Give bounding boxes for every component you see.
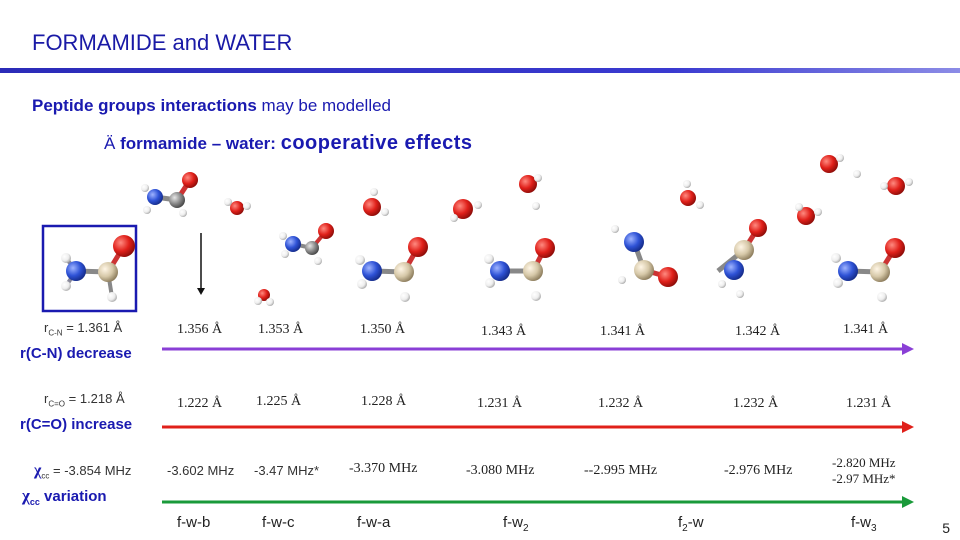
rcn-value: 1.353 Å (258, 322, 304, 337)
rco-symbol: r (44, 391, 49, 406)
chi-value: -2.976 MHz (724, 463, 793, 478)
title-rule (0, 68, 960, 73)
rco-value: 1.225 Å (256, 394, 302, 409)
complex-f2w (611, 180, 767, 298)
config-label-sub: 2 (682, 523, 688, 534)
chi-value: -3.080 MHz (466, 463, 535, 478)
rco-value: 1.231 Å (846, 396, 892, 411)
chi-value: -3.602 MHz (167, 463, 235, 478)
rco-reference-value: = 1.218 Å (68, 391, 125, 406)
rcn-value: 1.356 Å (177, 322, 223, 337)
complex-fw3 (795, 154, 913, 302)
rcn-value: 1.342 Å (735, 324, 781, 339)
rco-trend-arrowhead (902, 421, 914, 433)
config-label-rest: -w (687, 514, 704, 531)
chi-caption-subscript: cc (29, 497, 40, 507)
complex-fwc (254, 223, 334, 306)
bullet-line: Ä formamide – water: cooperative effects (104, 132, 473, 155)
chi-reference-value: = -3.854 MHz (53, 463, 132, 478)
chi-caption: χcc variation (22, 486, 107, 507)
page-number: 5 (942, 520, 950, 536)
rco-value: 1.222 Å (177, 396, 223, 411)
chi-subscript: cc (41, 471, 50, 481)
subtitle: Peptide groups interactions may be model… (32, 96, 391, 116)
config-label-main: f-w (503, 514, 523, 531)
rcn-value: 1.341 Å (843, 322, 889, 337)
rco-value: 1.228 Å (361, 394, 407, 409)
rcn-value: 1.341 Å (600, 324, 646, 339)
reference-box (41, 224, 138, 313)
chi-caption-symbol: χ (22, 486, 30, 505)
subtitle-bold: Peptide groups interactions (32, 96, 257, 115)
bullet-text: formamide – water: (120, 134, 276, 153)
config-label-sub: 3 (871, 523, 877, 534)
complex-fw2 (450, 174, 555, 301)
rco-subscript: C=O (48, 399, 66, 409)
rcn-value: 1.350 Å (360, 322, 406, 337)
config-label-sub: 2 (523, 523, 529, 534)
arrow-head (197, 288, 205, 295)
chi-value: -3.47 MHz* (254, 463, 320, 478)
rco-value: 1.231 Å (477, 396, 523, 411)
subtitle-rest: may be modelled (261, 96, 392, 115)
arrow-icon: Ä (104, 134, 116, 153)
rcn-value: 1.343 Å (481, 324, 527, 339)
complex-fwa (355, 188, 428, 302)
rco-reference: rC=O = 1.218 Å (44, 391, 125, 409)
formamide-reference (61, 235, 135, 302)
rcn-subscript: C-N (48, 328, 63, 338)
chi-value: -3.370 MHz (349, 461, 418, 476)
config-label: f2-w (678, 514, 704, 534)
config-label: f-w-c (262, 514, 295, 531)
rcn-reference-value: = 1.361 Å (66, 320, 123, 335)
config-label: f-w-b (177, 514, 211, 531)
bullet-emphasis: cooperative effects (280, 132, 473, 154)
rcn-caption: r(C-N) decrease (20, 345, 132, 362)
chi-caption-text: variation (39, 488, 107, 505)
rco-value: 1.232 Å (733, 396, 779, 411)
config-label: f-w2 (503, 514, 529, 534)
rcn-trend-arrowhead (902, 343, 914, 355)
chi-value-extra: -2.97 MHz* (832, 471, 896, 486)
rco-caption: r(C=O) increase (20, 416, 133, 433)
config-label: f-w-a (357, 514, 391, 531)
config-label-main: f-w (851, 514, 871, 531)
rcn-reference: rC-N = 1.361 Å (44, 320, 122, 338)
complex-fwb (141, 172, 251, 217)
slide-title: FORMAMIDE and WATER (32, 30, 293, 55)
chi-value: --2.995 MHz (584, 463, 658, 478)
config-label-main: f (678, 514, 683, 531)
chi-trend-arrowhead (902, 496, 914, 508)
chi-reference: χcc = -3.854 MHz (34, 462, 131, 481)
rcn-symbol: r (44, 320, 49, 335)
rco-value: 1.232 Å (598, 396, 644, 411)
config-label: f-w3 (851, 514, 877, 534)
chi-value: -2.820 MHz (832, 455, 896, 470)
chi-symbol: χ (34, 462, 42, 479)
